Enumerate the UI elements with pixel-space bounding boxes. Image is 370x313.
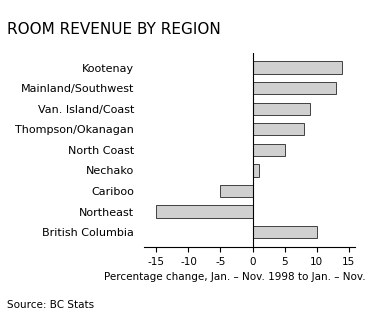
Text: ROOM REVENUE BY REGION: ROOM REVENUE BY REGION	[7, 22, 221, 37]
Bar	[252, 82, 336, 94]
Bar	[157, 205, 252, 218]
Bar	[221, 185, 252, 197]
Text: Source: BC Stats: Source: BC Stats	[7, 300, 94, 310]
Bar	[252, 61, 342, 74]
Bar	[252, 123, 304, 136]
Bar	[252, 144, 285, 156]
Bar	[252, 226, 317, 238]
Bar	[252, 164, 259, 177]
Bar	[252, 103, 310, 115]
X-axis label: Percentage change, Jan. – Nov. 1998 to Jan. – Nov. 1999: Percentage change, Jan. – Nov. 1998 to J…	[104, 272, 370, 282]
